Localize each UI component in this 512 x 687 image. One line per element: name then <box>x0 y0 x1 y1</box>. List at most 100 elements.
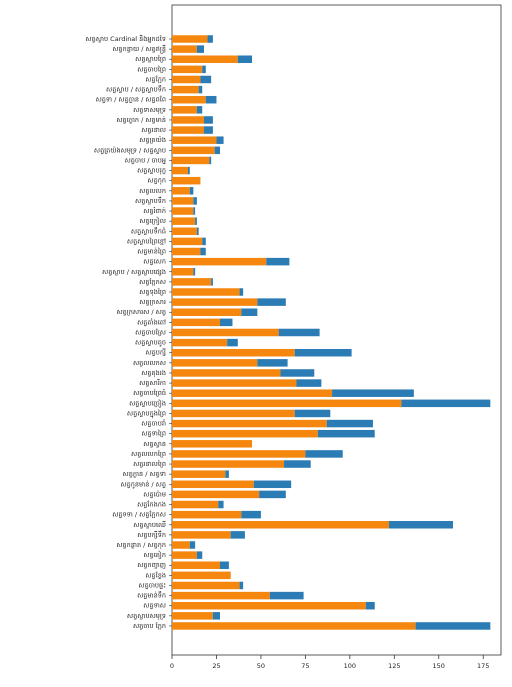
bar-segment <box>202 237 206 246</box>
bar-segment <box>269 591 304 600</box>
bar-segment <box>172 136 217 144</box>
bar-segment <box>172 541 190 549</box>
bar-segment <box>204 116 213 124</box>
x-tick-label: 75 <box>301 662 309 670</box>
bar-segment <box>172 126 205 134</box>
bar-segment <box>172 237 203 246</box>
y-tick-label: សត្វតាំងតៅ <box>137 317 166 326</box>
bar-segment <box>365 601 375 610</box>
bar-segment <box>266 257 290 266</box>
bar-segment <box>172 116 205 124</box>
y-tick-label: សត្វស្លាបទឹក <box>135 196 166 205</box>
bar-segment <box>172 480 254 489</box>
y-tick-label: សត្វលលក​ព្រៃ <box>131 449 166 458</box>
bar-segment <box>216 136 224 144</box>
bar-segment <box>172 288 240 296</box>
bar-segment <box>241 510 261 519</box>
bar-segment <box>188 166 190 175</box>
bar-segment <box>172 490 260 499</box>
y-tick-label: សត្វរំពាក់ <box>143 206 166 215</box>
bar-segment <box>172 450 306 458</box>
y-tick-label: សត្វចាបព្រៃធំ <box>133 388 166 397</box>
y-tick-label: សត្វតុងរង <box>141 369 166 378</box>
y-tick-label: សត្វកញ្ចាញ <box>137 561 166 569</box>
y-tick-label: សត្វស្លាបរុក្ខ <box>137 167 166 176</box>
bar-segment <box>172 429 318 438</box>
bar-segment <box>172 247 201 256</box>
bar-segment <box>198 85 203 94</box>
bar-segment <box>189 541 196 549</box>
y-tick-label: សត្វកន្លាត / សត្វកុក <box>116 541 166 550</box>
bar-segment <box>239 288 244 296</box>
y-tick-label: សត្វទុងព្រៃ <box>139 287 166 297</box>
y-tick-label: សត្វក្ងាន / សត្វទា <box>123 470 166 478</box>
bar-segment <box>172 45 197 53</box>
bar-segment <box>172 591 270 600</box>
bar-segment <box>209 156 212 165</box>
y-tick-label: សត្វបក្សី <box>145 348 166 357</box>
y-tick-label: សត្វចាប ក្អែក <box>133 621 166 630</box>
bar-segment <box>220 318 233 327</box>
bar-segment <box>415 622 491 630</box>
y-tick-label: សត្វទទា / សត្វក្អែកស <box>112 510 166 519</box>
bar-segment <box>204 126 213 134</box>
bar-segment <box>202 65 206 74</box>
y-tick-label: សត្វរនាល <box>141 126 166 134</box>
y-tick-label: សត្វចាប / ចាបអ្ន <box>125 156 166 164</box>
bar-segment <box>172 35 208 43</box>
bar-segment <box>172 75 201 84</box>
x-tick-label: 175 <box>477 662 489 670</box>
bar-segment <box>172 521 389 529</box>
bar-segment <box>172 197 194 205</box>
bar-segment <box>172 85 199 94</box>
bar-segment <box>220 561 229 569</box>
y-tick-label: សត្វចាបព្រៃ <box>137 64 166 73</box>
y-tick-label: សត្វមាន់ទឹក <box>137 591 166 600</box>
y-tick-label: សត្វទា / សត្វក្ងាន / សត្វពពែ <box>96 95 166 104</box>
y-tick-label: សត្វទាសមុទ្រ <box>133 106 166 115</box>
y-tick-label: សត្វស្លាប / សត្វស្លាបផ្សេង <box>102 268 166 276</box>
bar-segment <box>172 601 366 610</box>
y-tick-label: សត្វបក្សីទឹក <box>137 530 166 539</box>
y-tick-label: សត្វខ្លែង <box>145 570 166 579</box>
x-tick-label: 100 <box>344 662 356 670</box>
y-tick-label: សត្វស្លាបទឹកធំ <box>131 226 166 235</box>
x-tick-label: 150 <box>433 662 445 670</box>
bar-segment <box>200 75 212 84</box>
bar-segment <box>172 95 206 104</box>
y-tick-label: សត្វក្រសារស / សត្វ <box>116 308 166 316</box>
y-tick-label: សត្វកូនមាន់ / សត្វ <box>120 479 166 489</box>
bar-segment <box>172 470 226 478</box>
bar-segment <box>172 440 253 448</box>
bar-segment <box>172 278 212 286</box>
bar-segment <box>196 551 203 559</box>
bar-segment <box>332 389 414 397</box>
bar-segment <box>196 106 203 114</box>
bar-segment <box>193 207 196 215</box>
y-tick-label: សត្វស្លាប / សត្វស្លាបទឹក <box>106 85 166 94</box>
bar-segment <box>172 146 215 155</box>
bar-segment <box>212 612 221 620</box>
y-tick-label: សត្វទាស <box>143 602 166 610</box>
bar-segment <box>172 55 238 63</box>
bar-segment <box>172 156 210 165</box>
bar-segment <box>172 399 402 408</box>
y-tick-label: សត្វត្រយ៉ងសមុទ្រ / សត្វស្លាប <box>94 145 166 155</box>
bar-segment <box>172 612 213 620</box>
x-tick-label: 125 <box>388 662 400 670</box>
bar-segment <box>227 338 238 347</box>
y-tick-label: សត្វស្លាបសមុទ្រ <box>127 612 166 621</box>
y-tick-label: សត្វក្ងោក / សត្វមាន់ <box>116 115 166 124</box>
bar-segment <box>317 429 375 438</box>
bar-segment <box>211 278 213 286</box>
y-tick-label: សត្វមាន់ព្រៃ <box>137 247 166 256</box>
bar-segment <box>172 389 333 397</box>
y-tick-label: សត្វស្លាបព្រៃ <box>135 54 166 63</box>
y-tick-label: សត្វលលក <box>139 187 166 195</box>
y-tick-label: សត្វស្លាបច្រៀង <box>129 398 166 408</box>
bar-segment <box>172 106 197 114</box>
bar-segment <box>172 217 196 225</box>
bar-segment <box>172 510 242 519</box>
bar-segment <box>172 369 281 377</box>
y-tick-label: សត្វស្លាបក្នុងព្រៃ <box>127 408 166 418</box>
